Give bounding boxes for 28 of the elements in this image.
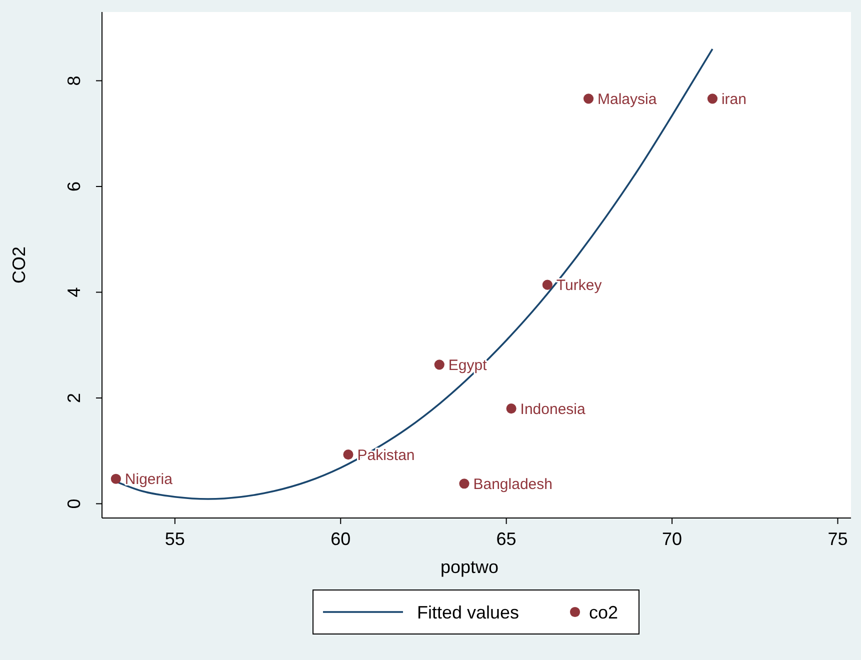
point (707, 94, 718, 104)
legend-label: co2 (589, 602, 618, 622)
point (434, 360, 444, 370)
x-tick-label: 75 (828, 529, 848, 549)
x-tick-label: 65 (496, 529, 516, 549)
legend-label: Fitted values (417, 602, 520, 622)
point (459, 478, 470, 489)
point (506, 404, 516, 414)
annotation: Indonesia (520, 400, 586, 418)
x-tick-label: 70 (662, 529, 682, 549)
point (583, 94, 594, 104)
y-axis-title: CO2 (9, 246, 29, 284)
point (343, 450, 354, 460)
annotation: Bangladesh (473, 476, 552, 493)
y-tick-label: 2 (64, 392, 84, 403)
annotation: iran (721, 90, 746, 108)
x-axis-title: poptwo (440, 557, 499, 577)
annotation: Turkey (556, 277, 602, 294)
annotation: Malaysia (598, 90, 658, 108)
x-tick-label: 55 (164, 529, 185, 549)
annotation: Nigeria (124, 471, 174, 488)
y-tick-label: 8 (64, 76, 84, 86)
y-tick-label: 4 (64, 287, 84, 298)
y-tick-label: 0 (64, 498, 84, 509)
point (542, 280, 552, 290)
y-tick-label: 6 (64, 181, 84, 192)
point (110, 474, 121, 484)
x-tick-label: 60 (330, 529, 351, 549)
